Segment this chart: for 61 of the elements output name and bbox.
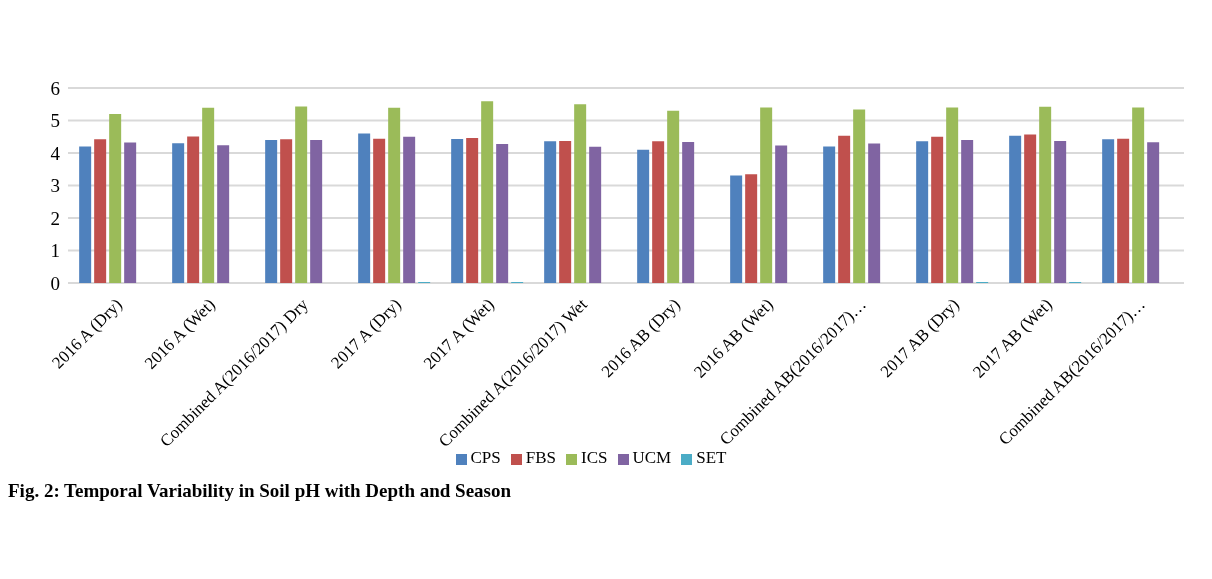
bar	[466, 138, 479, 283]
legend-label: SET	[696, 448, 727, 467]
bar	[574, 104, 587, 283]
bar	[838, 135, 851, 283]
bar	[94, 139, 107, 283]
legend-label: CPS	[470, 448, 501, 467]
bar	[1009, 135, 1022, 283]
bar	[1039, 106, 1052, 283]
bar	[1147, 142, 1160, 283]
bar	[1132, 107, 1145, 283]
bar	[730, 175, 743, 283]
bar	[775, 145, 788, 283]
y-tick-label: 5	[50, 110, 60, 132]
bar	[388, 107, 401, 283]
text: Fig. 2: Temporal Variability in Soil pH with Depth and Season	[8, 480, 513, 502]
bar	[310, 140, 323, 283]
bar	[667, 110, 680, 283]
legend-label: ICS	[581, 448, 608, 467]
bar	[373, 138, 386, 283]
bar	[109, 114, 122, 283]
bar	[544, 141, 557, 283]
bar	[853, 109, 866, 283]
y-tick-label: 1	[50, 240, 60, 262]
bar	[79, 146, 92, 283]
y-tick-label: 2	[50, 207, 60, 229]
bar	[1024, 134, 1037, 283]
bar	[589, 146, 602, 283]
bar	[295, 106, 308, 283]
bar	[745, 174, 758, 283]
bar	[682, 141, 695, 283]
legend-label: UCM	[632, 448, 672, 467]
bar	[172, 143, 185, 283]
bar	[961, 140, 974, 283]
bar	[823, 146, 836, 283]
bar	[868, 143, 881, 283]
bar	[559, 140, 572, 283]
y-tick-label: 6	[50, 77, 60, 99]
bar	[265, 140, 278, 283]
bar	[1054, 140, 1067, 283]
bar	[1102, 139, 1115, 283]
bar	[760, 107, 773, 283]
y-tick-label: 0	[50, 272, 60, 294]
bar	[403, 136, 416, 283]
bar	[496, 143, 509, 283]
bar	[451, 139, 464, 283]
bar	[358, 133, 371, 283]
bar	[637, 149, 650, 283]
bar	[931, 136, 944, 283]
bar	[652, 141, 665, 283]
bar	[916, 141, 929, 283]
bar	[946, 107, 959, 283]
bar	[202, 107, 215, 283]
y-tick-label: 3	[50, 175, 60, 197]
bar	[481, 101, 494, 283]
bar	[280, 139, 293, 283]
legend-label: FBS	[525, 448, 557, 467]
bar	[217, 145, 230, 283]
bar	[187, 136, 200, 283]
bar	[1117, 138, 1130, 283]
bar	[124, 142, 137, 283]
y-tick-label: 4	[50, 142, 61, 164]
